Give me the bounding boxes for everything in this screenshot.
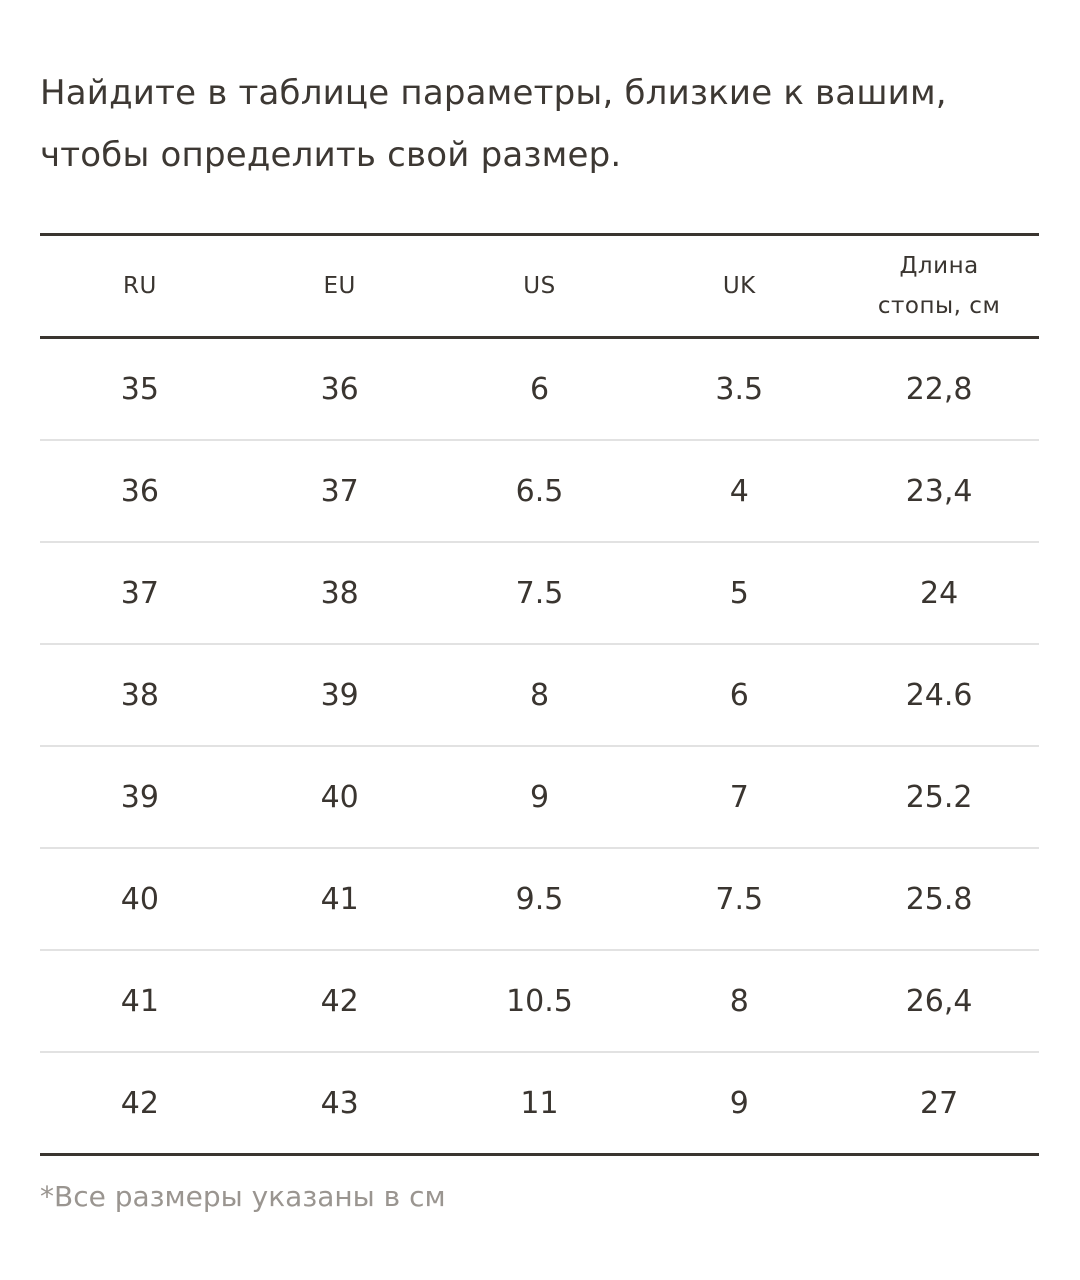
cell-us: 6.5 <box>515 473 564 509</box>
table-row: 41 42 10.5 8 26,4 <box>40 951 1039 1053</box>
header-foot-length-line-2: стопы, см <box>877 293 1001 319</box>
cell-ru: 35 <box>120 371 159 407</box>
cell-uk: 6 <box>729 677 749 713</box>
cell-eu: 39 <box>320 677 359 713</box>
cell-foot-length: 22,8 <box>905 371 973 407</box>
cell-ru: 41 <box>120 983 159 1019</box>
cell-foot-length: 24 <box>919 575 959 611</box>
cell-foot-length: 24.6 <box>905 677 973 713</box>
cell-uk: 3.5 <box>715 371 764 407</box>
cell-uk: 9 <box>729 1085 749 1121</box>
cell-eu: 41 <box>320 881 359 917</box>
table-header-row: RU EU US UK Длина стопы, см <box>40 236 1039 336</box>
header-eu: EU <box>323 273 356 299</box>
intro-line-1: Найдите в таблице параметры, близкие к в… <box>40 73 947 113</box>
cell-eu: 37 <box>320 473 359 509</box>
cell-uk: 5 <box>729 575 749 611</box>
cell-uk: 8 <box>729 983 749 1019</box>
footnote: *Все размеры указаны в см <box>40 1180 446 1213</box>
cell-us: 7.5 <box>515 575 564 611</box>
cell-us: 9 <box>529 779 550 815</box>
cell-eu: 43 <box>320 1085 359 1121</box>
cell-ru: 42 <box>120 1085 159 1121</box>
cell-ru: 36 <box>120 473 159 509</box>
cell-eu: 36 <box>320 371 359 407</box>
cell-ru: 37 <box>120 575 159 611</box>
cell-us: 6 <box>529 371 550 407</box>
cell-eu: 42 <box>320 983 359 1019</box>
header-foot-length-line-1: Длина <box>899 253 979 279</box>
cell-ru: 39 <box>120 779 159 815</box>
table-body: 35 36 6 3.5 22,8 36 37 6.5 4 23,4 37 38 … <box>40 339 1039 1153</box>
table-header-rule <box>40 336 1039 339</box>
cell-ru: 38 <box>120 677 159 713</box>
table-row: 36 37 6.5 4 23,4 <box>40 441 1039 543</box>
table-row: 37 38 7.5 5 24 <box>40 543 1039 645</box>
header-uk: UK <box>722 273 756 299</box>
cell-eu: 38 <box>320 575 359 611</box>
cell-us: 9.5 <box>515 881 564 917</box>
table-top-rule <box>40 233 1039 236</box>
cell-foot-length: 23,4 <box>905 473 973 509</box>
cell-foot-length: 27 <box>919 1085 959 1121</box>
table-row: 40 41 9.5 7.5 25.8 <box>40 849 1039 951</box>
header-foot-length: Длина стопы, см <box>839 246 1039 326</box>
cell-us: 10.5 <box>506 983 573 1019</box>
cell-foot-length: 26,4 <box>905 983 973 1019</box>
table-row: 42 43 11 9 27 <box>40 1053 1039 1153</box>
cell-foot-length: 25.2 <box>905 779 973 815</box>
header-ru: RU <box>122 273 157 299</box>
table-row: 35 36 6 3.5 22,8 <box>40 339 1039 441</box>
table-row: 39 40 9 7 25.2 <box>40 747 1039 849</box>
cell-us: 8 <box>529 677 550 713</box>
intro-text: Найдите в таблице параметры, близкие к в… <box>40 62 1040 186</box>
cell-us: 11 <box>520 1085 559 1121</box>
cell-uk: 7 <box>729 779 749 815</box>
header-us: US <box>523 273 556 299</box>
intro-line-2: чтобы определить свой размер. <box>40 135 622 175</box>
cell-ru: 40 <box>120 881 159 917</box>
cell-foot-length: 25.8 <box>905 881 973 917</box>
table-row: 38 39 8 6 24.6 <box>40 645 1039 747</box>
size-table: RU EU US UK Длина стопы, см 35 36 6 3.5 … <box>40 233 1039 1156</box>
table-bottom-rule <box>40 1153 1039 1156</box>
cell-uk: 7.5 <box>715 881 764 917</box>
cell-eu: 40 <box>320 779 359 815</box>
cell-uk: 4 <box>729 473 749 509</box>
